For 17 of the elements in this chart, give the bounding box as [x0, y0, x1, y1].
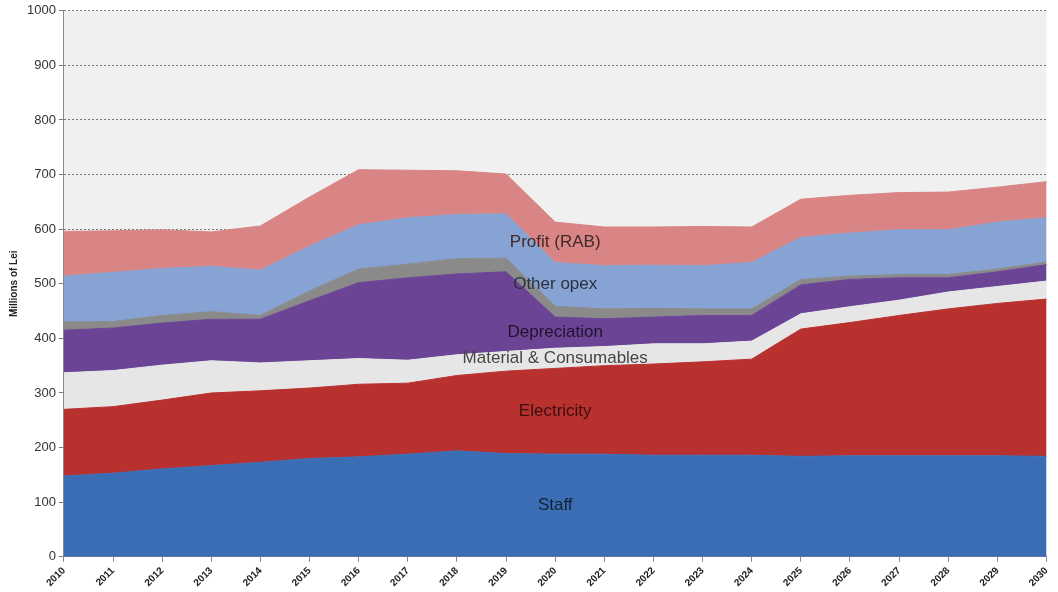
- y-tick-label: 300: [34, 384, 56, 400]
- y-tick-label: 900: [34, 56, 56, 72]
- y-tick-label: 500: [34, 275, 56, 291]
- y-tick-label: 600: [34, 220, 56, 236]
- y-tick-label: 100: [34, 493, 56, 509]
- y-tick-label: 400: [34, 329, 56, 345]
- y-tick-label: 200: [34, 439, 56, 455]
- y-tick-label: 700: [34, 166, 56, 182]
- series-label: Staff: [537, 495, 573, 515]
- series-label: Electricity: [518, 400, 593, 420]
- series-label: Depreciation: [507, 322, 603, 342]
- series-label: Material & Consumables: [462, 348, 648, 368]
- series-label: Profit (RAB): [509, 231, 601, 251]
- y-axis-title: Millions of Lei: [7, 250, 19, 318]
- y-tick-label: 1000: [27, 2, 56, 18]
- y-tick-label: 0: [48, 548, 56, 564]
- y-tick-label: 800: [34, 111, 56, 127]
